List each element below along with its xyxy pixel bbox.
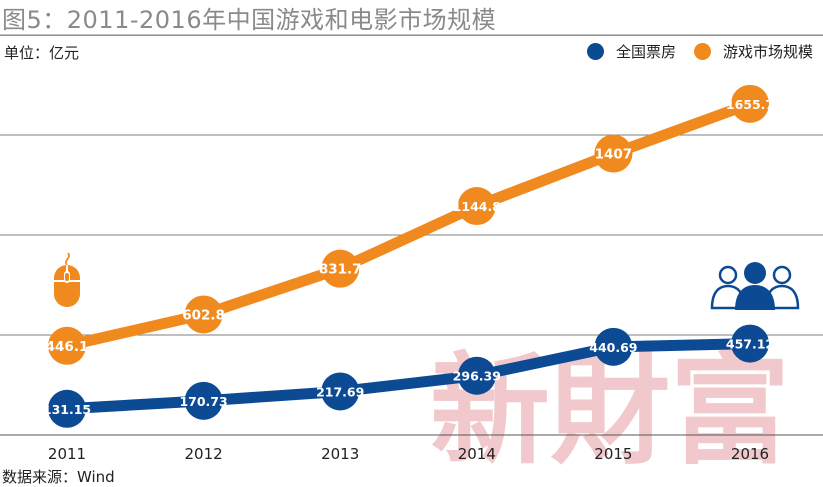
x-tick-label: 2015: [594, 445, 632, 463]
x-tick-label: 2014: [458, 445, 496, 463]
data-point: [48, 389, 86, 428]
chart-title: 图5：2011-2016年中国游戏和电影市场规模: [2, 6, 497, 34]
data-label: 170.73: [179, 394, 227, 409]
title-divider: [0, 35, 823, 36]
data-source: 数据来源：Wind: [2, 468, 115, 486]
unit-label: 单位：亿元: [4, 44, 80, 62]
legend-label-game-market: 游戏市场规模: [722, 43, 813, 61]
legend-label-box-office: 全国票房: [615, 43, 676, 61]
data-label: 217.69: [316, 384, 364, 399]
x-tick-label: 2012: [185, 445, 223, 463]
data-label: 602.8: [182, 307, 225, 323]
legend: 全国票房 游戏市场规模: [569, 41, 813, 62]
legend-item-game-market: 游戏市场规模: [693, 41, 813, 62]
data-label: 296.39: [453, 369, 501, 384]
data-point: [321, 249, 360, 288]
data-point: [594, 134, 633, 173]
x-tick-label: 2013: [321, 445, 359, 463]
legend-swatch-game-market: [693, 43, 711, 60]
data-label: 457.12: [726, 337, 774, 352]
data-point: [731, 324, 769, 363]
data-label: 440.69: [589, 340, 637, 355]
data-label: 1655.7: [726, 97, 774, 112]
data-label: 1144.8: [453, 199, 501, 214]
data-point: [457, 356, 496, 395]
series-line-0: [61, 338, 756, 415]
series-line-1: [61, 98, 756, 352]
data-point: [321, 372, 360, 411]
data-label: 1407: [595, 147, 633, 163]
mouse-icon: [54, 252, 80, 307]
data-point: [184, 295, 223, 334]
data-label: 131.15: [43, 402, 91, 417]
x-tick-label: 2011: [48, 445, 86, 463]
data-label: 831.7: [319, 262, 362, 278]
data-label: 446.1: [46, 339, 89, 355]
data-point: [184, 381, 223, 420]
data-point: [48, 326, 86, 365]
legend-item-box-office: 全国票房: [586, 41, 676, 62]
x-tick-label: 2016: [731, 445, 769, 463]
data-point: [457, 187, 496, 226]
audience-icon: [710, 262, 800, 310]
legend-swatch-box-office: [586, 43, 604, 60]
data-point: [594, 327, 633, 366]
data-point: [731, 84, 769, 123]
